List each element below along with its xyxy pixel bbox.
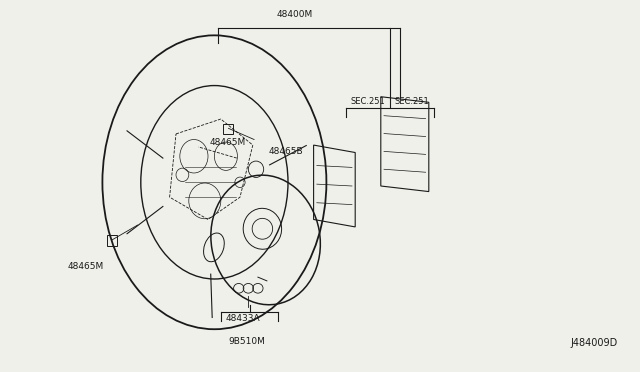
Text: 48433A: 48433A — [226, 314, 260, 323]
Text: 48465M: 48465M — [67, 262, 104, 271]
Text: SEC.251: SEC.251 — [351, 97, 385, 106]
Text: 9B510M: 9B510M — [228, 337, 265, 346]
Text: J484009D: J484009D — [570, 338, 618, 348]
Bar — [223, 124, 234, 134]
Text: 48465B: 48465B — [269, 147, 303, 156]
Bar — [107, 235, 117, 246]
Text: 48465M: 48465M — [209, 138, 245, 147]
Text: 48400M: 48400M — [276, 10, 312, 19]
Text: SEC.251: SEC.251 — [394, 97, 429, 106]
